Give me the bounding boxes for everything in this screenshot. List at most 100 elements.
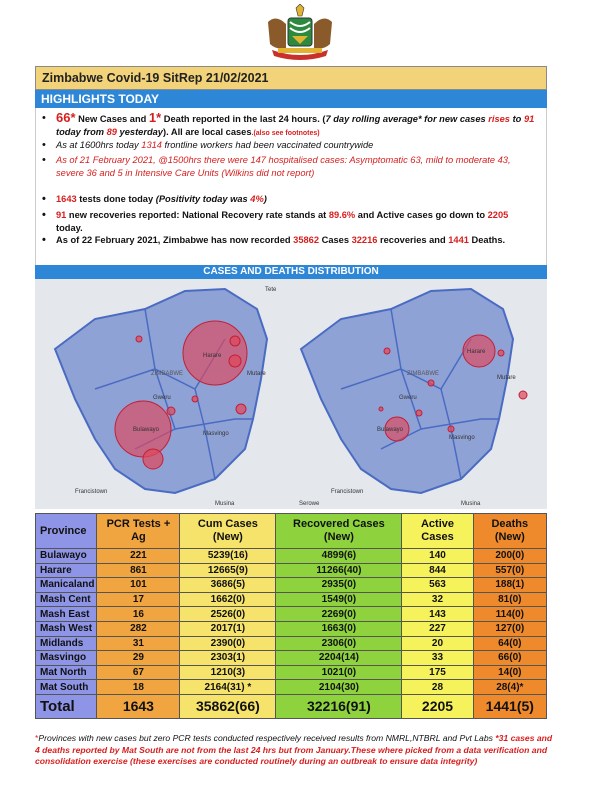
bullet-icon: • xyxy=(42,234,46,246)
coat-of-arms-emblem xyxy=(268,4,332,60)
total-deaths: 1441(5) xyxy=(472,693,548,719)
cell-pcr-tests: 17 xyxy=(96,591,181,608)
cell-cum-cases: 2390(0) xyxy=(179,635,277,652)
table-row: Mash East 16 2526(0) 2269(0) 143 114(0) xyxy=(34,606,548,622)
map-label-bulawayo: Bulawayo xyxy=(377,427,404,433)
total-recovered: 32216(91) xyxy=(275,693,403,719)
table-row: Mash Cent 17 1662(0) 1549(0) 32 81(0) xyxy=(34,591,548,608)
map-label-mutare: Mutare xyxy=(247,371,266,377)
cell-recovered: 2935(0) xyxy=(275,577,403,593)
cell-province: Mat South xyxy=(34,679,98,695)
cell-pcr-tests: 861 xyxy=(96,562,181,579)
highlight-tests: • 1643 tests done today (Positivity toda… xyxy=(42,193,267,205)
cell-pcr-tests: 29 xyxy=(96,650,181,666)
highlight-hospitalised: • As of 21 February 2021, @1500hrs there… xyxy=(42,154,511,178)
cell-deaths: 81(0) xyxy=(472,591,548,608)
highlight-totals: • As of 22 February 2021, Zimbabwe has n… xyxy=(42,234,506,246)
table-row: Bulawayo 221 5239(16) 4899(6) 140 200(0) xyxy=(34,548,548,564)
maps-panel: Harare ZIMBABWE Bulawayo Francistown Mus… xyxy=(35,279,547,509)
map-label-tete: Tete xyxy=(265,287,277,293)
cell-active: 844 xyxy=(401,562,474,579)
cell-recovered: 2104(30) xyxy=(275,679,403,695)
cell-deaths: 127(0) xyxy=(472,620,548,637)
cell-pcr-tests: 18 xyxy=(96,679,181,695)
map-label-masvingo: Masvingo xyxy=(449,435,475,441)
table-row: Midlands 31 2390(0) 2306(0) 20 64(0) xyxy=(34,635,548,652)
report-title: Zimbabwe Covid-19 SitRep 21/02/2021 xyxy=(35,66,547,90)
cell-province: Mash East xyxy=(34,606,98,622)
map-label-musina: Musina xyxy=(215,501,235,507)
cell-recovered: 2204(14) xyxy=(275,650,403,666)
cell-active: 28 xyxy=(401,679,474,695)
highlight-recoveries: • 91 new recoveries reported: National R… xyxy=(42,209,509,233)
map-label-masvingo: Masvingo xyxy=(203,431,229,437)
cell-recovered: 11266(40) xyxy=(275,562,403,579)
highlight-new-cases: • 66* New Cases and 1* Death reported in… xyxy=(42,110,535,137)
bullet-icon: • xyxy=(42,112,46,124)
cell-province: Masvingo xyxy=(34,650,98,666)
total-pcr-tests: 1643 xyxy=(96,693,181,719)
map-label-country: ZIMBABWE xyxy=(407,371,439,377)
bullet-icon: • xyxy=(42,209,46,221)
highlights-header: HIGHLIGHTS TODAY xyxy=(35,90,547,108)
table-row: Mash West 282 2017(1) 1663(0) 227 127(0) xyxy=(34,620,548,637)
table-total-row: Total 1643 35862(66) 32216(91) 2205 1441(5) xyxy=(34,693,548,719)
cases-map: Harare ZIMBABWE Bulawayo Francistown Mus… xyxy=(35,279,291,509)
cell-deaths: 188(1) xyxy=(472,577,548,593)
cell-cum-cases: 5239(16) xyxy=(179,548,277,564)
table-row: Mat North 67 1210(3) 1021(0) 175 14(0) xyxy=(34,664,548,681)
cell-deaths: 28(4)* xyxy=(472,679,548,695)
cell-cum-cases: 2164(31) * xyxy=(179,679,277,695)
cell-province: Harare xyxy=(34,562,98,579)
total-active: 2205 xyxy=(401,693,474,719)
cell-province: Mat North xyxy=(34,664,98,681)
cell-recovered: 1021(0) xyxy=(275,664,403,681)
cell-cum-cases: 2303(1) xyxy=(179,650,277,666)
province-table: Province PCR Tests + Ag Cum Cases (New) … xyxy=(34,513,548,719)
header-deaths: Deaths (New) xyxy=(472,513,548,549)
cell-pcr-tests: 282 xyxy=(96,620,181,637)
highlight-vaccinations: • As at 1600hrs today 1314 frontline wor… xyxy=(42,139,374,151)
cell-province: Bulawayo xyxy=(34,548,98,564)
map-label-gweru: Gweru xyxy=(399,395,417,401)
cell-cum-cases: 2017(1) xyxy=(179,620,277,637)
table-row: Manicaland 101 3686(5) 2935(0) 563 188(1) xyxy=(34,577,548,593)
cell-recovered: 1549(0) xyxy=(275,591,403,608)
table-row: Mat South 18 2164(31) * 2104(30) 28 28(4)* xyxy=(34,679,548,695)
cell-recovered: 2269(0) xyxy=(275,606,403,622)
cell-deaths: 114(0) xyxy=(472,606,548,622)
bullet-icon: • xyxy=(42,139,46,151)
bullet-icon: • xyxy=(42,193,46,205)
cell-province: Mash Cent xyxy=(34,591,98,608)
map-label-gweru: Gweru xyxy=(153,395,171,401)
cell-deaths: 200(0) xyxy=(472,548,548,564)
header-cum-cases: Cum Cases (New) xyxy=(179,513,277,549)
map-label-mutare: Mutare xyxy=(497,375,516,381)
map-label-serowe: Serowe xyxy=(299,501,320,507)
deaths-map: Harare ZIMBABWE Bulawayo Francistown Mus… xyxy=(291,279,547,509)
header-province: Province xyxy=(34,513,98,549)
header-pcr-tests: PCR Tests + Ag xyxy=(96,513,181,549)
cell-pcr-tests: 221 xyxy=(96,548,181,564)
cell-cum-cases: 3686(5) xyxy=(179,577,277,593)
cell-active: 33 xyxy=(401,650,474,666)
distribution-header: CASES AND DEATHS DISTRIBUTION xyxy=(35,265,547,279)
cell-active: 140 xyxy=(401,548,474,564)
cell-cum-cases: 2526(0) xyxy=(179,606,277,622)
footnote: *Provinces with new cases but zero PCR t… xyxy=(35,733,553,766)
cell-active: 175 xyxy=(401,664,474,681)
map-label-francistown: Francistown xyxy=(331,489,363,495)
highlights-section: • 66* New Cases and 1* Death reported in… xyxy=(35,108,547,265)
map-label-harare: Harare xyxy=(203,353,222,359)
map-label-harare: Harare xyxy=(467,349,486,355)
cell-cum-cases: 12665(9) xyxy=(179,562,277,579)
map-label-country: ZIMBABWE xyxy=(151,371,183,377)
total-cum-cases: 35862(66) xyxy=(179,693,277,719)
cell-pcr-tests: 31 xyxy=(96,635,181,652)
cell-active: 20 xyxy=(401,635,474,652)
cell-active: 563 xyxy=(401,577,474,593)
map-label-bulawayo: Bulawayo xyxy=(133,427,160,433)
cell-active: 143 xyxy=(401,606,474,622)
table-row: Masvingo 29 2303(1) 2204(14) 33 66(0) xyxy=(34,650,548,666)
